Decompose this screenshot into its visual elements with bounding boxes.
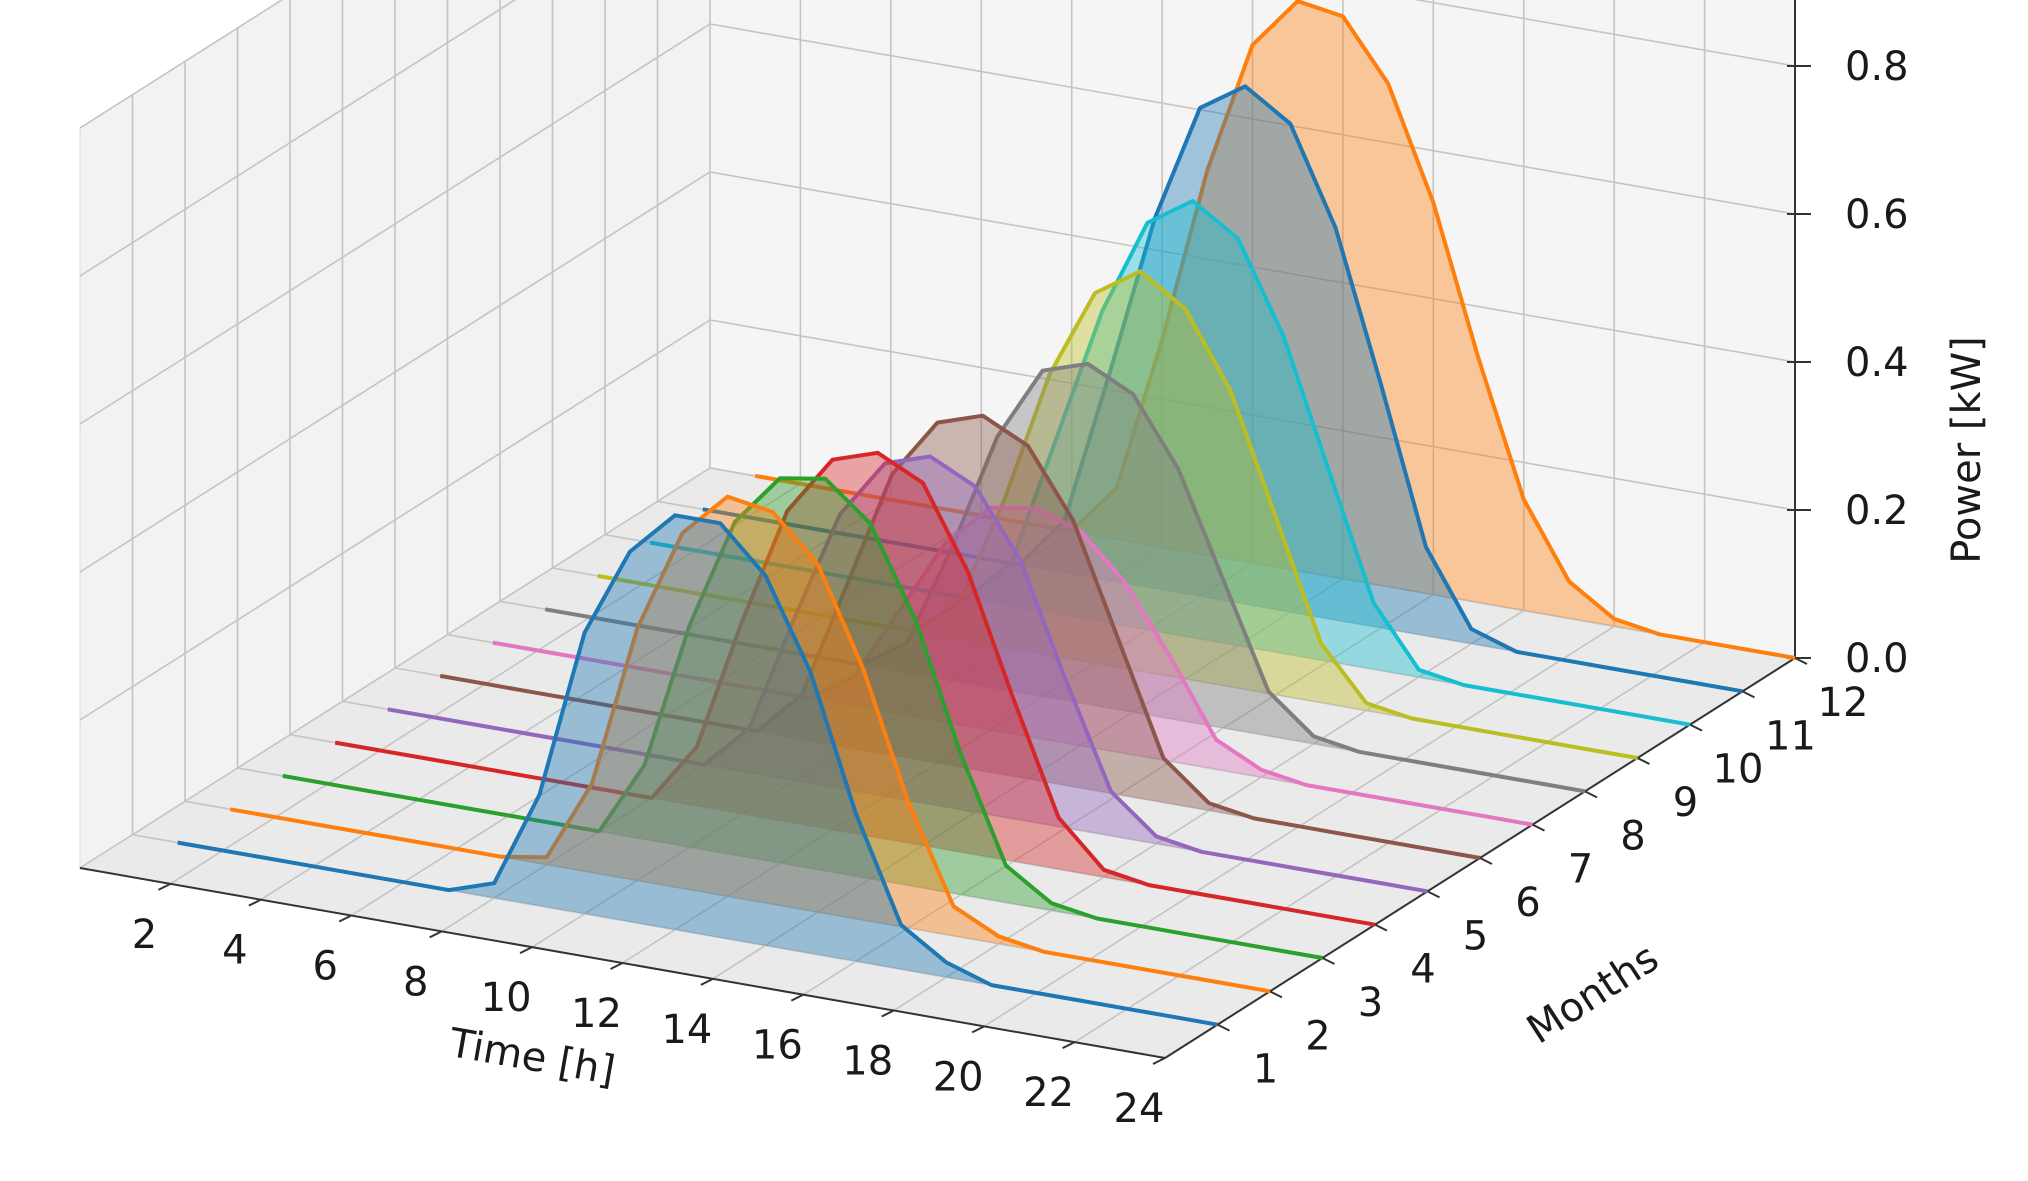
z-tick-label: 0.0 bbox=[1845, 636, 1909, 682]
y-tick-label: 12 bbox=[1818, 680, 1869, 726]
x-tick-label: 4 bbox=[222, 928, 247, 974]
y-tick-label: 1 bbox=[1253, 1047, 1278, 1093]
x-tick-mark bbox=[700, 977, 714, 986]
series-line-month-1 bbox=[177, 513, 1218, 1027]
y-tick-mark bbox=[1637, 757, 1650, 765]
z-tick-label: 0.6 bbox=[1845, 192, 1909, 238]
series-fill-month-4 bbox=[335, 452, 1376, 925]
x-tick-label: 8 bbox=[403, 959, 428, 1005]
z-gridline bbox=[79, 467, 1796, 869]
x-tick-label: 18 bbox=[842, 1039, 893, 1085]
series-fill-month-12 bbox=[755, 1, 1796, 659]
series-line-month-7 bbox=[492, 505, 1533, 827]
z-tick-label: 0.4 bbox=[1845, 340, 1909, 386]
y-tick-mark bbox=[1374, 923, 1388, 932]
y-tick-label: 7 bbox=[1568, 847, 1593, 893]
z-tick-label: 0.2 bbox=[1845, 488, 1909, 534]
series-fill-month-7 bbox=[492, 507, 1533, 825]
y-tick-label: 3 bbox=[1358, 980, 1383, 1026]
y-tick-mark bbox=[1689, 723, 1703, 732]
x-tick-mark bbox=[429, 930, 443, 939]
series-line-month-3 bbox=[282, 476, 1323, 960]
z-gridline bbox=[79, 0, 1796, 277]
x-tick-label: 20 bbox=[933, 1054, 984, 1100]
series-line-month-8 bbox=[544, 361, 1586, 794]
series-line-month-12 bbox=[754, 0, 1796, 660]
z-tick-label: 0.8 bbox=[1845, 44, 1909, 90]
series-fill-month-8 bbox=[545, 363, 1586, 792]
series-fill-month-3 bbox=[282, 478, 1323, 958]
x-tick-mark bbox=[519, 946, 533, 955]
series-fill-month-9 bbox=[597, 271, 1638, 758]
y-tick-label: 4 bbox=[1410, 947, 1435, 993]
plot-area bbox=[177, 0, 1796, 1027]
series-fill-month-1 bbox=[177, 515, 1218, 1025]
y-tick-mark bbox=[1217, 1023, 1230, 1032]
x-tick-label: 22 bbox=[1023, 1070, 1074, 1116]
y-tick-label: 6 bbox=[1515, 880, 1540, 926]
y-tick-label: 5 bbox=[1463, 913, 1488, 959]
y-tick-mark bbox=[1322, 957, 1335, 965]
y-tick-mark bbox=[1742, 690, 1755, 699]
series-fill-month-10 bbox=[650, 201, 1691, 725]
x-tick-mark bbox=[1062, 1041, 1076, 1050]
x-tick-mark bbox=[157, 882, 171, 891]
x-tick-mark bbox=[881, 1009, 895, 1018]
y-tick-mark bbox=[1269, 990, 1283, 999]
y-tick-mark bbox=[1584, 790, 1598, 799]
y-tick-label: 11 bbox=[1765, 713, 1816, 759]
x-tick-label: 2 bbox=[132, 912, 157, 958]
y-axis-title: Months bbox=[1519, 935, 1667, 1053]
y-tick-mark bbox=[1532, 823, 1545, 832]
z-axis-title: Power [kW] bbox=[1944, 336, 1990, 564]
y-tick-label: 8 bbox=[1620, 813, 1645, 859]
y-tick-label: 9 bbox=[1673, 780, 1698, 826]
x-tick-label: 16 bbox=[752, 1023, 803, 1069]
x-tick-label: 24 bbox=[1114, 1086, 1165, 1132]
x-tick-mark bbox=[790, 993, 804, 1002]
x-tick-mark bbox=[248, 898, 262, 907]
x-tick-mark bbox=[971, 1025, 985, 1034]
y-tick-label: 2 bbox=[1305, 1013, 1330, 1059]
x-tick-mark bbox=[1152, 1057, 1166, 1065]
x-tick-label: 10 bbox=[481, 975, 532, 1021]
y-tick-label: 10 bbox=[1713, 747, 1764, 793]
y-tick-mark bbox=[1427, 890, 1440, 899]
z-gridline bbox=[79, 23, 1796, 425]
x-tick-label: 14 bbox=[661, 1007, 712, 1053]
x-tick-label: 6 bbox=[313, 944, 338, 990]
series-fill-month-6 bbox=[440, 415, 1481, 858]
series-fill-month-11 bbox=[702, 86, 1743, 692]
series-line-month-2 bbox=[229, 494, 1271, 994]
series-line-month-4 bbox=[334, 450, 1376, 927]
x-tick-mark bbox=[610, 962, 623, 970]
series-line-month-9 bbox=[597, 269, 1638, 760]
z-gridline bbox=[79, 171, 1796, 573]
x-tick-mark bbox=[338, 914, 352, 923]
series-line-month-5 bbox=[387, 454, 1428, 894]
series-fill-month-5 bbox=[387, 456, 1428, 892]
series-fill-month-2 bbox=[230, 496, 1271, 992]
y-tick-mark bbox=[1479, 857, 1493, 865]
x-tick-label: 12 bbox=[571, 991, 622, 1037]
z-gridline bbox=[79, 319, 1796, 721]
